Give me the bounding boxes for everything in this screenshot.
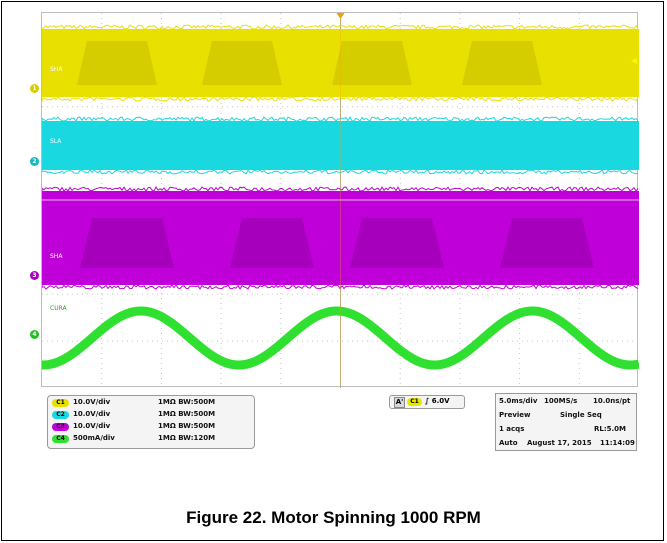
channel-impedance: 1MΩ BW:500M [158, 398, 216, 406]
ch4-marker[interactable]: 4 [30, 330, 39, 339]
figure-caption: Figure 22. Motor Spinning 1000 RPM [186, 508, 481, 527]
trigger-source-letter: A' [394, 397, 405, 408]
channel-impedance: 1MΩ BW:500M [158, 410, 216, 418]
channel-scale: 10.0V/div [73, 398, 111, 406]
trigger-channel-badge: C1 [407, 398, 422, 406]
ch3-switching-region [500, 218, 594, 268]
ch1-switching-region [332, 41, 412, 85]
sample-rate: 100MS/s [544, 397, 578, 405]
trigger-level: ∫ 6.0V [425, 397, 450, 405]
ch3-marker[interactable]: 3 [30, 271, 39, 280]
channel-impedance: 1MΩ BW:120M [158, 434, 216, 442]
resolution: 10.0ns/pt [593, 397, 631, 405]
oscilloscope-display: SHA SLA SHA CURA [37, 12, 642, 390]
ch1-trace-noise-bottom [42, 96, 639, 102]
ch1-trace-noise-top [42, 24, 639, 30]
time-per-div: 5.0ms/div [499, 397, 538, 405]
ch3-trace-noise-top [42, 185, 639, 192]
channel-impedance: 1MΩ BW:500M [158, 422, 216, 430]
ch2-trace-noise-bottom [42, 169, 639, 175]
ch3-switching-region [230, 218, 314, 268]
acquisition-count: 1 acqs [499, 425, 525, 433]
channel-scale: 10.0V/div [73, 422, 111, 430]
acquisition-date: August 17, 2015 [527, 439, 592, 447]
channel-row[interactable]: C1 10.0V/div 1MΩ BW:500M [52, 398, 248, 409]
channel-scale: 10.0V/div [73, 410, 111, 418]
channel-badge[interactable]: C1 [52, 399, 69, 407]
trigger-panel[interactable]: A' C1 ∫ 6.0V [389, 395, 465, 409]
ch1-switching-region [77, 41, 157, 85]
waveform-screen: SHA SLA SHA CURA [41, 12, 639, 388]
channel-settings-panel: C1 10.0V/div 1MΩ BW:500M C2 10.0V/div 1M… [47, 395, 255, 449]
ch2-marker[interactable]: 2 [30, 157, 39, 166]
preview-mode: Preview [499, 411, 531, 419]
ch2-trace-noise-top [42, 116, 639, 123]
channel-row[interactable]: C3 10.0V/div 1MΩ BW:500M [52, 422, 248, 433]
waveform-plot: SHA SLA SHA CURA [42, 13, 639, 388]
trace-label-ch3: SHA [50, 253, 63, 260]
ch3-switching-region [350, 218, 444, 268]
ch3-switching-region [80, 218, 174, 268]
rising-edge-icon: ∫ [425, 397, 430, 405]
trigger-level-arrow [631, 58, 637, 64]
trace-label-ch4: CURA [50, 305, 68, 312]
horizontal-acquisition-panel[interactable]: 5.0ms/div 100MS/s 10.0ns/pt Preview Sing… [495, 393, 637, 451]
acquisition-time: 11:14:09 [600, 439, 635, 447]
acquisition-mode: Single Seq [560, 411, 602, 419]
channel-badge[interactable]: C4 [52, 435, 69, 443]
status-bar: C1 10.0V/div 1MΩ BW:500M C2 10.0V/div 1M… [37, 390, 642, 452]
ch1-switching-region [462, 41, 542, 85]
channel-row[interactable]: C4 500mA/div 1MΩ BW:120M [52, 434, 248, 445]
trace-label-ch1: SHA [50, 66, 63, 73]
channel-scale: 500mA/div [73, 434, 115, 442]
record-length: RL:5.0M [594, 425, 627, 433]
channel-row[interactable]: C2 10.0V/div 1MΩ BW:500M [52, 410, 248, 421]
channel-badge[interactable]: C2 [52, 411, 69, 419]
trigger-mode: Auto [499, 439, 518, 447]
ch3-trace-noise-bottom [42, 284, 639, 290]
channel-badge[interactable]: C3 [52, 423, 69, 431]
ch1-switching-region [202, 41, 282, 85]
trace-label-ch2: SLA [50, 138, 62, 145]
ch1-marker[interactable]: 1 [30, 84, 39, 93]
